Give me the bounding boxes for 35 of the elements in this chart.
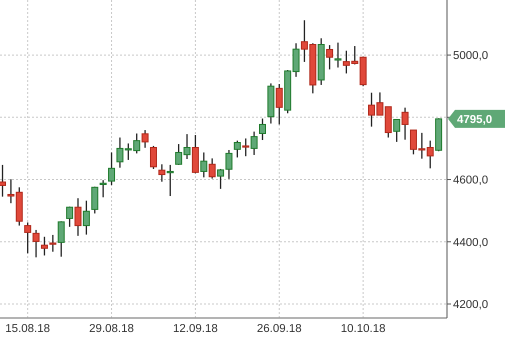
candlestick (58, 220, 65, 258)
candlestick (242, 138, 250, 157)
candlestick (208, 158, 216, 180)
x-tick-label: 15.08.18 (5, 323, 50, 335)
x-tick-label: 10.10.18 (340, 323, 386, 335)
x-tick-label: 12.09.18 (173, 323, 218, 335)
candlestick (82, 200, 90, 236)
candlestick (66, 206, 74, 228)
candlestick (32, 229, 40, 258)
y-tick-label: 4400,0 (453, 236, 488, 249)
y-tick-label: 5000,0 (453, 50, 488, 62)
y-tick-label: 4200,0 (453, 299, 488, 312)
candlestick (234, 140, 241, 158)
text: 4795,0 (457, 114, 492, 126)
candlestick (150, 145, 157, 170)
candlestick (166, 164, 174, 197)
candlestick (24, 222, 32, 254)
candlestick (74, 198, 82, 237)
candlestick (142, 129, 149, 148)
x-tick-label: 26.09.18 (256, 323, 302, 335)
candlestick (0, 164, 6, 198)
candlestick (91, 186, 98, 214)
candlestick (326, 44, 334, 70)
candlestick (258, 118, 266, 141)
candlestick (158, 164, 166, 182)
candlestick (334, 42, 342, 68)
candlestick (100, 180, 107, 198)
candlestick (276, 83, 283, 126)
x-tick-label: 29.08.18 (89, 323, 134, 335)
candlestick (108, 152, 116, 186)
y-tick-label: 4600,0 (453, 174, 488, 187)
candlestick (200, 152, 208, 178)
candlestick (393, 118, 400, 143)
candlestick (250, 130, 258, 156)
candlestick (402, 107, 409, 140)
